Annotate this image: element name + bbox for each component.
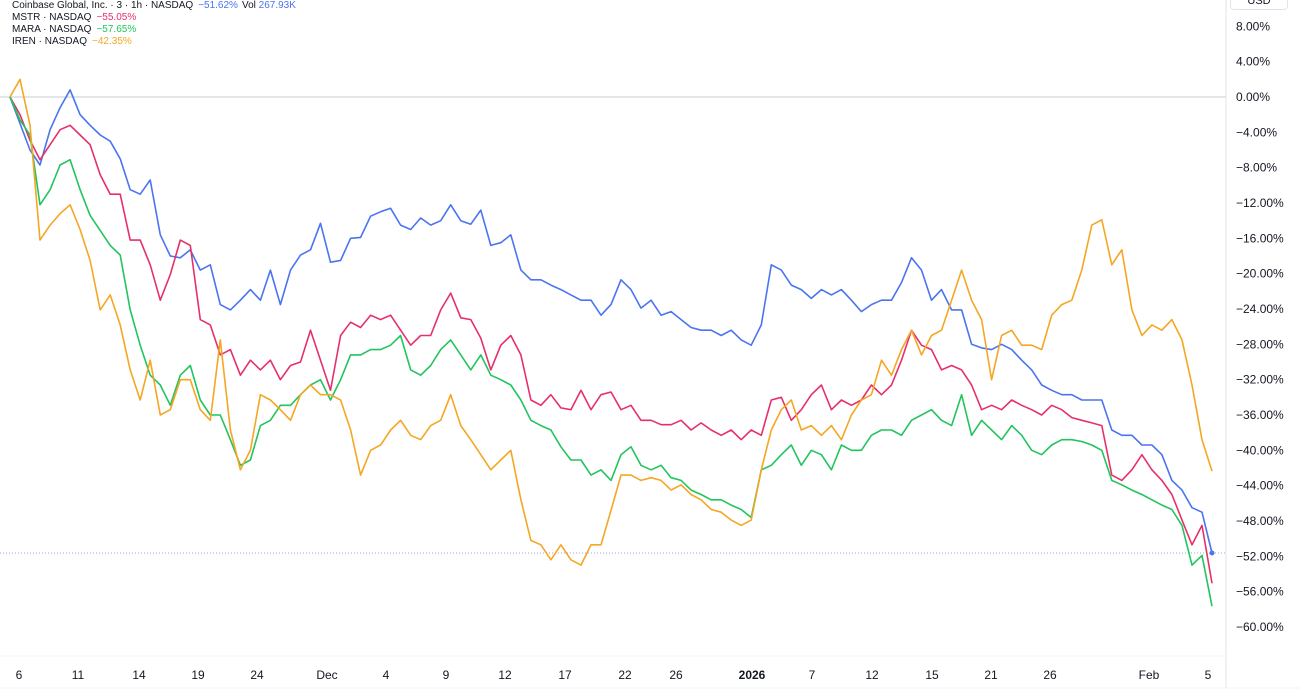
y-tick-label: −12.00%	[1236, 196, 1284, 210]
y-tick-label: 8.00%	[1236, 19, 1270, 33]
legend-change: −55.05%	[96, 12, 137, 23]
y-tick-label: −60.00%	[1236, 620, 1284, 634]
x-tick-label: 11	[72, 668, 85, 682]
x-tick-label: 15	[925, 668, 939, 682]
legend-row-mstr[interactable]: MSTR · NASDAQ −55.05%	[12, 12, 296, 24]
x-tick-label: 4	[383, 668, 390, 682]
legend-volume-label: Vol	[241, 0, 256, 11]
x-tick-label: 12	[498, 668, 512, 682]
x-tick-label: Dec	[316, 668, 337, 682]
legend-change: −51.62%	[198, 0, 238, 11]
y-tick-label: −40.00%	[1236, 443, 1284, 457]
x-tick-label: 22	[618, 668, 632, 682]
y-tick-label: −24.00%	[1236, 302, 1284, 316]
x-tick-label: 14	[132, 668, 146, 682]
x-tick-label: 9	[443, 668, 450, 682]
x-tick-label: 6	[16, 668, 23, 682]
y-tick-label: −20.00%	[1236, 267, 1284, 281]
y-tick-label: −52.00%	[1236, 549, 1284, 563]
currency-button[interactable]: USD	[1230, 0, 1288, 10]
legend: Coinbase Global, Inc. · 3 · 1h · NASDAQ −…	[12, 0, 296, 48]
legend-change: −57.65%	[96, 24, 137, 35]
y-tick-label: 4.00%	[1236, 55, 1270, 69]
last-point-marker	[1209, 550, 1215, 556]
x-tick-label: Feb	[1139, 668, 1160, 682]
legend-symbol: Coinbase Global, Inc. · 3 · 1h · NASDAQ	[12, 0, 194, 11]
series-line-mstr[interactable]	[9, 96, 1213, 584]
x-tick-label: 26	[669, 668, 683, 682]
x-tick-label: 21	[984, 668, 998, 682]
y-tick-label: −16.00%	[1236, 231, 1284, 245]
y-tick-label: 0.00%	[1236, 90, 1270, 104]
y-tick-label: −8.00%	[1236, 161, 1277, 175]
legend-row-mara[interactable]: MARA · NASDAQ −57.65%	[12, 24, 296, 36]
legend-symbol: MSTR · NASDAQ	[12, 12, 92, 23]
legend-row-iren[interactable]: IREN · NASDAQ −42.35%	[12, 36, 296, 48]
x-tick-label: 12	[865, 668, 879, 682]
series-line-mara[interactable]	[9, 96, 1213, 607]
legend-change: −42.35%	[92, 36, 132, 47]
y-tick-label: −48.00%	[1236, 514, 1284, 528]
y-tick-label: −44.00%	[1236, 479, 1284, 493]
legend-symbol: MARA · NASDAQ	[12, 24, 92, 35]
x-tick-label: 7	[809, 668, 816, 682]
legend-row-coin[interactable]: Coinbase Global, Inc. · 3 · 1h · NASDAQ −…	[12, 0, 296, 12]
y-tick-label: −56.00%	[1236, 585, 1284, 599]
x-tick-label: 24	[250, 668, 264, 682]
y-tick-label: −4.00%	[1236, 125, 1277, 139]
legend-volume: 267.93K	[258, 0, 296, 11]
x-tick-label: 26	[1043, 668, 1057, 682]
x-tick-label: 19	[191, 668, 205, 682]
x-tick-label: 2026	[739, 668, 766, 682]
y-tick-label: −36.00%	[1236, 408, 1284, 422]
x-tick-label: 17	[558, 668, 572, 682]
y-tick-label: −32.00%	[1236, 373, 1284, 387]
x-tick-label: 5	[1205, 668, 1212, 682]
y-tick-label: −28.00%	[1236, 337, 1284, 351]
series-line-iren[interactable]	[9, 78, 1213, 566]
legend-symbol: IREN · NASDAQ	[12, 36, 88, 47]
series-line-coin[interactable]	[9, 89, 1213, 554]
